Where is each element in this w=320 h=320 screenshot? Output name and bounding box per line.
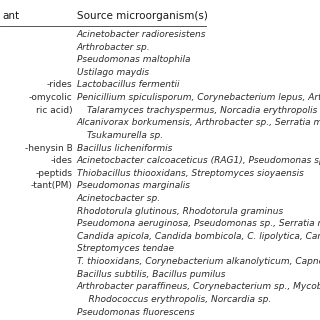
Text: Arthrobacter sp.: Arthrobacter sp. xyxy=(76,43,150,52)
Text: Pseudomonas marginalis: Pseudomonas marginalis xyxy=(76,181,189,190)
Text: T. thiooxidans, Corynebacterium alkanolyticum, Capnocyt-: T. thiooxidans, Corynebacterium alkanoly… xyxy=(76,257,320,266)
Text: Pseudomonas fluorescens: Pseudomonas fluorescens xyxy=(76,308,194,316)
Text: Acinetocbacter sp.: Acinetocbacter sp. xyxy=(76,194,161,203)
Text: Acinetobacter radioresistens: Acinetobacter radioresistens xyxy=(76,30,206,39)
Text: Bacillus licheniformis: Bacillus licheniformis xyxy=(76,144,172,153)
Text: Candida apicola, Candida bombicola, C. lipolytica, Candi-: Candida apicola, Candida bombicola, C. l… xyxy=(76,232,320,241)
Text: -henysin B: -henysin B xyxy=(25,144,72,153)
Text: -ides: -ides xyxy=(51,156,72,165)
Text: ric acid): ric acid) xyxy=(36,106,72,115)
Text: Talaramyces trachyspermus, Norcadia erythropolis: Talaramyces trachyspermus, Norcadia eryt… xyxy=(87,106,317,115)
Text: Streptomyces tendae: Streptomyces tendae xyxy=(76,244,173,253)
Text: Alcanivorax borkumensis, Arthrobacter sp., Serratia marce-: Alcanivorax borkumensis, Arthrobacter sp… xyxy=(76,118,320,127)
Text: Penicillium spiculisporum, Corynebacterium lepus, Arthrob-: Penicillium spiculisporum, Corynebacteri… xyxy=(76,93,320,102)
Text: -peptids: -peptids xyxy=(36,169,72,178)
Text: Source microorganism(s): Source microorganism(s) xyxy=(76,11,207,21)
Text: ant: ant xyxy=(2,11,19,21)
Text: Arthrobacter paraffineus, Corynebacterium sp., Mycobace-: Arthrobacter paraffineus, Corynebacteriu… xyxy=(76,282,320,291)
Text: Rhodotorula glutinous, Rhodotorula graminus: Rhodotorula glutinous, Rhodotorula grami… xyxy=(76,207,283,216)
Text: Bacillus subtilis, Bacillus pumilus: Bacillus subtilis, Bacillus pumilus xyxy=(76,270,225,279)
Text: -omycolic: -omycolic xyxy=(29,93,72,102)
Text: -tant(PM): -tant(PM) xyxy=(31,181,72,190)
Text: Pseudomona aeruginosa, Pseudomonas sp., Serratia rubi-: Pseudomona aeruginosa, Pseudomonas sp., … xyxy=(76,219,320,228)
Text: -rides: -rides xyxy=(47,80,72,90)
Text: Lactobacillus fermentii: Lactobacillus fermentii xyxy=(76,80,179,90)
Text: Tsukamurella sp.: Tsukamurella sp. xyxy=(87,131,163,140)
Text: Rhodococcus erythropolis, Norcardia sp.: Rhodococcus erythropolis, Norcardia sp. xyxy=(76,295,271,304)
Text: Thiobacillus thiooxidans, Streptomyces sioyaensis: Thiobacillus thiooxidans, Streptomyces s… xyxy=(76,169,303,178)
Text: Pseudomonas maltophila: Pseudomonas maltophila xyxy=(76,55,190,64)
Text: Ustilago maydis: Ustilago maydis xyxy=(76,68,149,77)
Text: Acinetocbacter calcoaceticus (RAG1), Pseudomonas sp., -: Acinetocbacter calcoaceticus (RAG1), Pse… xyxy=(76,156,320,165)
